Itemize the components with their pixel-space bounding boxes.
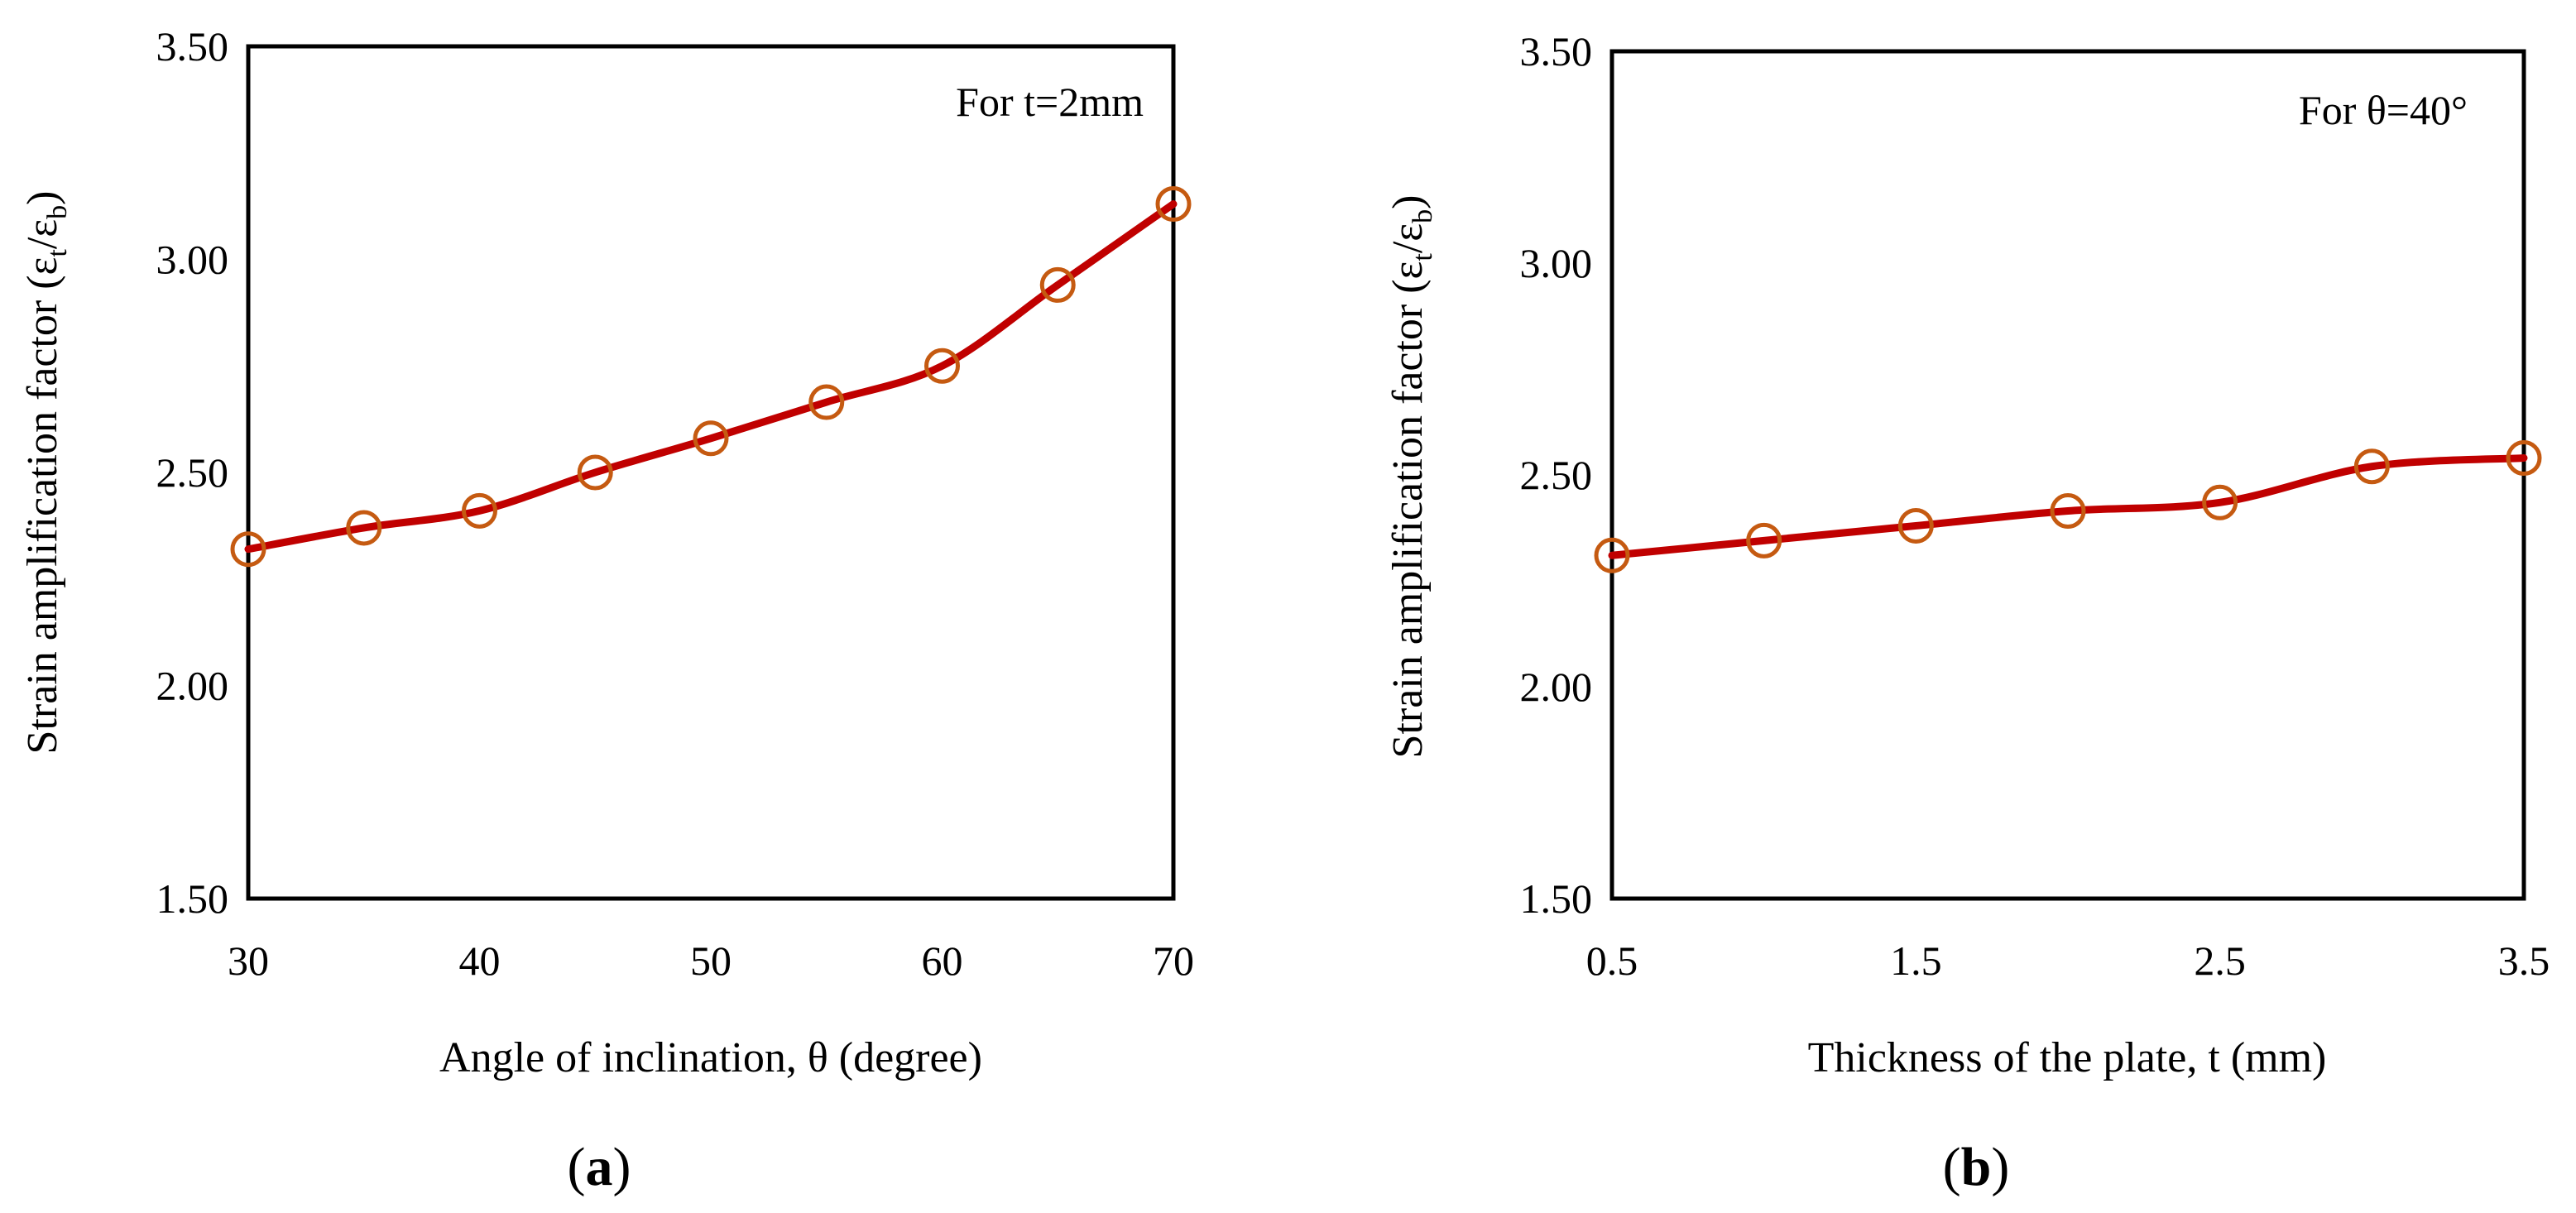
data-point-marker [2353,448,2390,485]
series-a [230,186,1192,568]
y-tick-label: 3.50 [156,23,229,70]
y-axis-title-b-sub2: b [1408,209,1438,223]
series-line [1608,454,2528,559]
y-axis-title-b-end: ) [1384,195,1432,209]
x-axis-title-b: Thickness of the plate, t (mm) [1808,1034,2327,1081]
data-point-marker [2202,484,2238,520]
y-axis-title-a-sub1: t [42,249,73,257]
data-point-marker [1594,537,1630,573]
y-axis-title-a-main: Strain amplification factor (ε [19,257,66,755]
series-line [244,200,1178,554]
data-point-marker [462,492,497,529]
y-tick-label: 1.50 [156,875,229,922]
data-point-marker [1746,522,1782,559]
y-axis-title-a-sub2: b [42,205,73,219]
y-axis-title-b-sub1: t [1408,253,1438,261]
x-tick-label: 50 [690,937,732,984]
annotation-b: For θ=40° [2299,87,2468,133]
data-point-marker [1155,186,1192,223]
data-point-marker [346,510,382,546]
x-tick-label: 3.5 [2498,937,2550,984]
x-tick-label: 1.5 [1890,937,1942,984]
x-axis-title-a: Angle of inclination, θ (degree) [439,1034,982,1081]
data-point-marker [577,454,613,491]
data-point-marker [808,384,845,420]
x-tick-label: 30 [228,937,269,984]
y-axis-title-a-mid: /ε [19,219,66,249]
x-tick-labels-a: 30 40 50 60 70 [228,937,1194,984]
y-tick-label: 2.00 [156,663,229,709]
y-tick-label: 3.00 [1520,240,1593,286]
series-b [1594,440,2542,573]
x-tick-label: 70 [1153,937,1194,984]
plot-frame-a [246,44,1176,901]
data-point-marker [2050,493,2086,530]
data-point-marker [924,348,960,384]
y-axis-title-b: Strain amplification factor (εt/εb) [1384,195,1438,759]
y-axis-title-a-end: ) [19,191,66,205]
y-tick-labels-a: 1.50 2.00 2.50 3.00 3.50 [156,23,229,922]
y-axis-title-a: Strain amplification factor (εt/εb) [19,191,73,755]
data-point-marker [1897,507,1934,544]
x-tick-labels-b: 0.5 1.5 2.5 3.5 [1586,937,2550,984]
y-tick-label: 2.50 [156,449,229,496]
data-point-marker [230,531,266,568]
y-tick-label: 2.00 [1520,664,1593,710]
x-tick-label: 0.5 [1586,937,1638,984]
chart-panel-b: 1.50 2.00 2.50 3.00 3.50 0.5 1.5 2.5 3.5 For θ=… [1384,28,2550,1197]
x-tick-label: 40 [459,937,501,984]
y-tick-label: 1.50 [1520,875,1593,922]
x-tick-label: 60 [922,937,963,984]
panel-label-a: (a) [568,1137,631,1197]
y-tick-labels-b: 1.50 2.00 2.50 3.00 3.50 [1520,28,1593,922]
y-axis-title-b-mid: /ε [1384,223,1432,253]
data-point-marker [1039,266,1076,303]
y-tick-label: 3.50 [1520,28,1593,74]
chart-panel-a: 1.50 2.00 2.50 3.00 3.50 30 40 50 60 70 For t=2m… [19,23,1194,1197]
panel-label-b: (b) [1943,1137,2010,1197]
y-tick-label: 2.50 [1520,452,1593,498]
y-axis-title-b-main: Strain amplification factor (ε [1384,261,1432,759]
y-tick-label: 3.00 [156,237,229,283]
data-point-marker [693,420,729,457]
annotation-a: For t=2mm [956,79,1144,125]
x-tick-label: 2.5 [2194,937,2246,984]
data-point-marker [2506,440,2542,477]
